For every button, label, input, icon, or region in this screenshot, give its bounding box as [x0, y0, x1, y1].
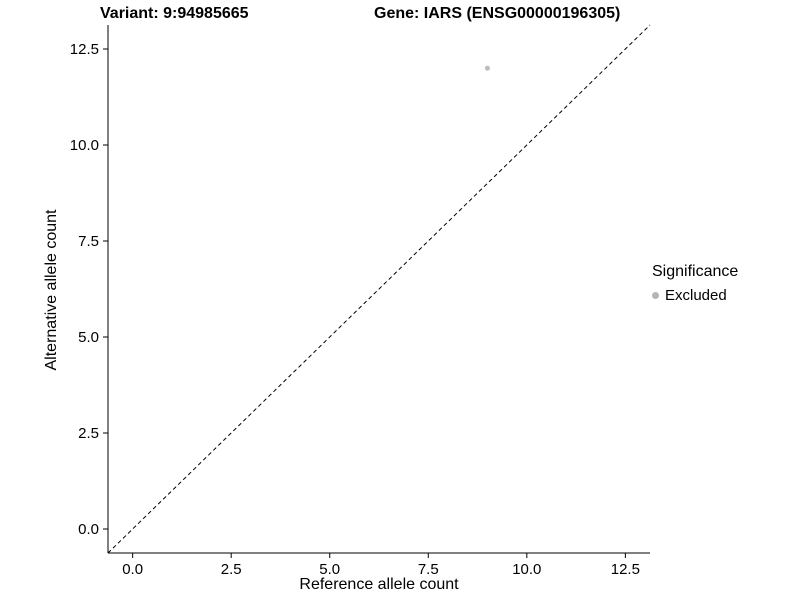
x-tick-label: 7.5 [418, 561, 439, 578]
x-tick-label: 5.0 [319, 561, 340, 578]
x-tick-label: 0.0 [122, 561, 143, 578]
x-tick-label: 12.5 [611, 561, 640, 578]
x-axis-title: Reference allele count [299, 576, 459, 593]
x-tick-label: 10.0 [512, 561, 541, 578]
y-axis-title: Alternative allele count [43, 209, 60, 371]
legend: Significance Excluded [652, 263, 738, 304]
plot-title-gene: Gene: IARS (ENSG00000196305) [374, 5, 621, 22]
y-tick-label: 2.5 [78, 425, 99, 442]
data-point [484, 65, 490, 71]
y-tick-label: 10.0 [70, 137, 99, 154]
legend-title: Significance [652, 263, 739, 280]
legend-key-dot-icon [652, 292, 659, 299]
legend-entry-label: Excluded [665, 287, 727, 304]
y-tick-label: 0.0 [78, 521, 99, 538]
identity-line [107, 24, 651, 554]
legend-entry: Excluded [652, 287, 738, 304]
plot-title-variant: Variant: 9:94985665 [100, 5, 249, 22]
x-tick-label: 2.5 [221, 561, 242, 578]
y-tick-label: 5.0 [78, 329, 99, 346]
y-tick-label: 7.5 [78, 233, 99, 250]
y-tick-label: 12.5 [70, 41, 99, 58]
